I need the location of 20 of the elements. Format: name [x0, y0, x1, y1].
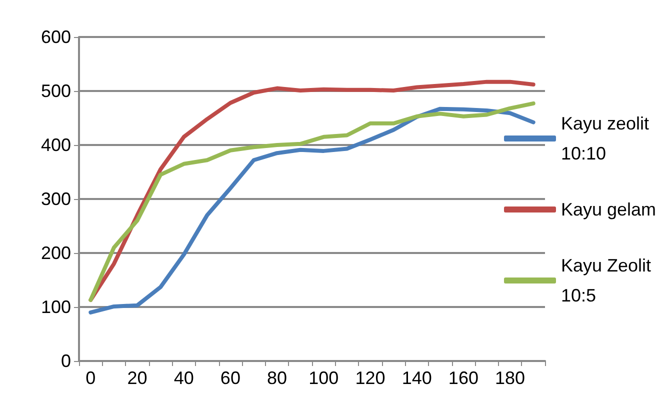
x-tick-label: 20 — [127, 368, 148, 388]
y-tick-label: 400 — [40, 135, 71, 155]
y-tick-label: 600 — [40, 27, 71, 47]
y-tick-label: 0 — [60, 351, 71, 371]
y-tick-label: 200 — [40, 243, 71, 263]
x-tick-label: 40 — [174, 368, 194, 388]
x-tick-label: 120 — [355, 368, 386, 388]
y-tick-label: 500 — [40, 81, 71, 101]
x-tick-label: 180 — [495, 368, 526, 388]
x-tick-label: 80 — [267, 368, 288, 388]
legend-label: Kayu gelam — [561, 200, 656, 220]
y-tick-label: 300 — [40, 189, 71, 209]
legend-label: Kayu Zeolit 10:5 — [561, 256, 656, 306]
y-tick-label: 100 — [40, 297, 71, 317]
x-tick-label: 0 — [86, 368, 96, 388]
x-tick-label: 100 — [308, 368, 339, 388]
x-tick-label: 60 — [220, 368, 240, 388]
x-tick-label: 160 — [448, 368, 478, 388]
legend-label: Kayu zeolit 10:10 — [561, 114, 654, 164]
x-tick-label: 140 — [402, 368, 432, 388]
